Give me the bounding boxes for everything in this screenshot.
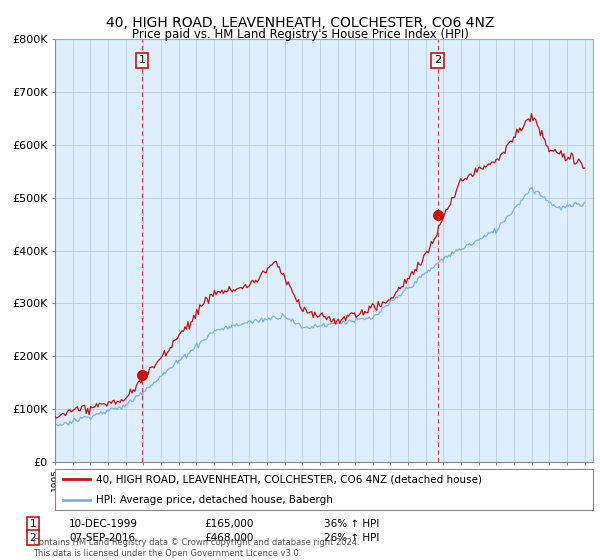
Text: £165,000: £165,000 — [204, 519, 253, 529]
Text: 2: 2 — [29, 533, 37, 543]
Text: Price paid vs. HM Land Registry's House Price Index (HPI): Price paid vs. HM Land Registry's House … — [131, 28, 469, 41]
Text: HPI: Average price, detached house, Babergh: HPI: Average price, detached house, Babe… — [95, 494, 332, 505]
Text: £468,000: £468,000 — [204, 533, 253, 543]
Text: Contains HM Land Registry data © Crown copyright and database right 2024.
This d: Contains HM Land Registry data © Crown c… — [33, 538, 359, 558]
Text: 26% ↑ HPI: 26% ↑ HPI — [324, 533, 379, 543]
Text: 10-DEC-1999: 10-DEC-1999 — [69, 519, 138, 529]
Text: 1: 1 — [29, 519, 37, 529]
Text: 07-SEP-2016: 07-SEP-2016 — [69, 533, 135, 543]
Text: 2: 2 — [434, 55, 441, 66]
Text: 40, HIGH ROAD, LEAVENHEATH, COLCHESTER, CO6 4NZ (detached house): 40, HIGH ROAD, LEAVENHEATH, COLCHESTER, … — [95, 474, 482, 484]
Text: 36% ↑ HPI: 36% ↑ HPI — [324, 519, 379, 529]
Text: 1: 1 — [139, 55, 146, 66]
Text: 40, HIGH ROAD, LEAVENHEATH, COLCHESTER, CO6 4NZ: 40, HIGH ROAD, LEAVENHEATH, COLCHESTER, … — [106, 16, 494, 30]
